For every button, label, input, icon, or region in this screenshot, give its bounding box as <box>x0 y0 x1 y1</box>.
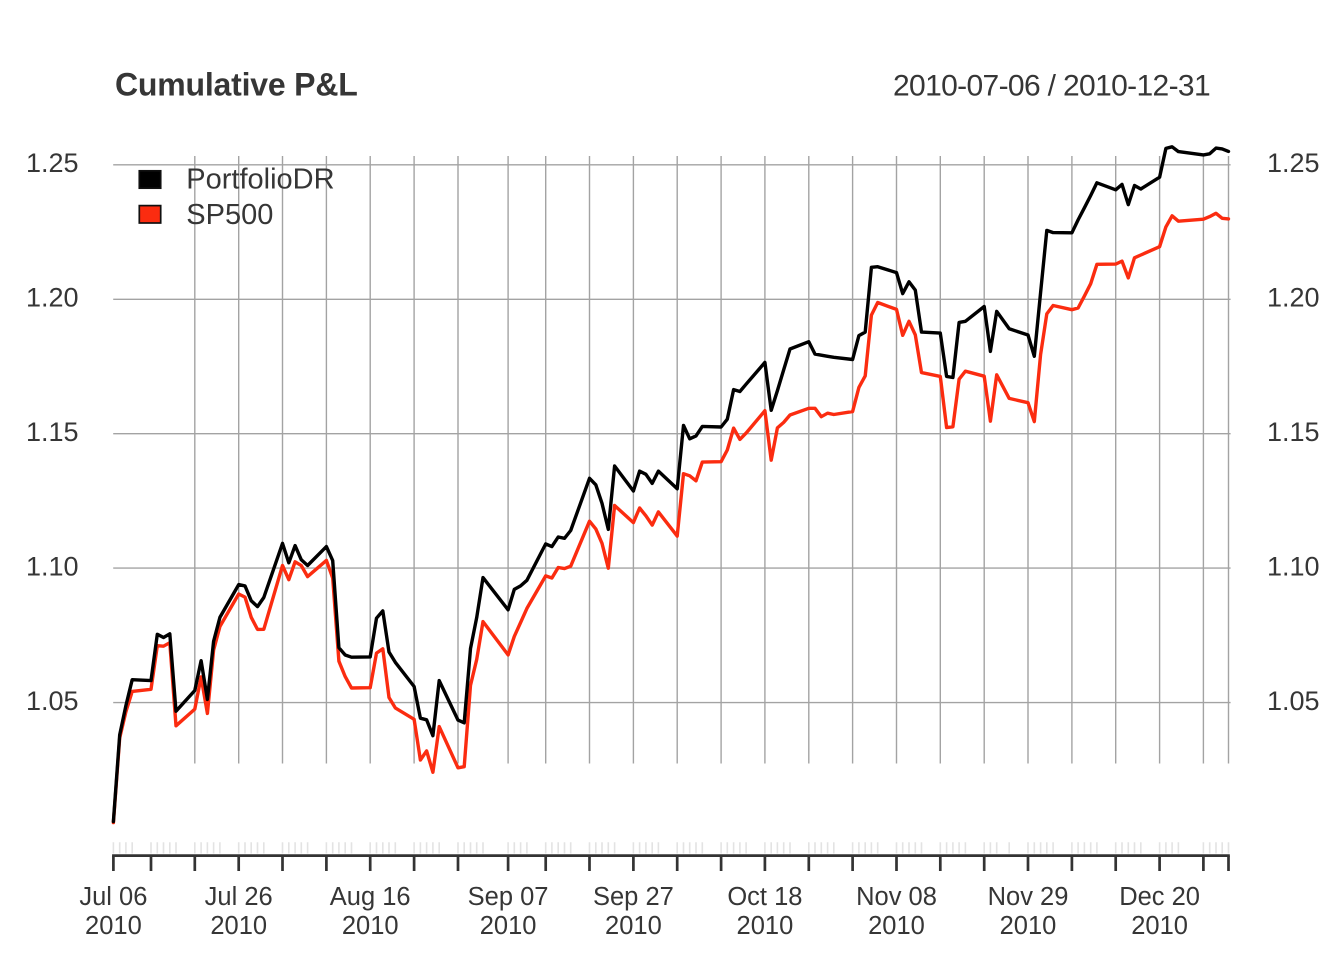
svg-text:Cumulative P&L: Cumulative P&L <box>115 67 358 103</box>
svg-text:1.05: 1.05 <box>26 686 79 716</box>
svg-text:1.15: 1.15 <box>26 417 79 447</box>
svg-text:Jul 06: Jul 06 <box>79 883 147 911</box>
svg-text:SP500: SP500 <box>186 199 273 231</box>
svg-text:2010: 2010 <box>85 912 142 940</box>
svg-text:2010: 2010 <box>480 912 537 940</box>
svg-text:2010-07-06 / 2010-12-31: 2010-07-06 / 2010-12-31 <box>893 70 1210 103</box>
svg-text:1.15: 1.15 <box>1267 417 1320 447</box>
svg-text:1.25: 1.25 <box>26 148 79 178</box>
svg-text:Jul 26: Jul 26 <box>205 883 273 911</box>
svg-text:2010: 2010 <box>1000 912 1057 940</box>
svg-text:1.05: 1.05 <box>1267 686 1320 716</box>
svg-text:Dec 20: Dec 20 <box>1119 883 1200 911</box>
svg-text:Nov 08: Nov 08 <box>856 883 937 911</box>
svg-text:2010: 2010 <box>1131 912 1188 940</box>
svg-text:PortfolioDR: PortfolioDR <box>186 164 334 196</box>
svg-text:2010: 2010 <box>868 912 925 940</box>
svg-text:1.10: 1.10 <box>1267 551 1320 581</box>
svg-text:2010: 2010 <box>737 912 794 940</box>
svg-text:2010: 2010 <box>605 912 662 940</box>
svg-text:2010: 2010 <box>342 912 399 940</box>
svg-text:Sep 27: Sep 27 <box>593 883 674 911</box>
svg-text:1.10: 1.10 <box>26 551 79 581</box>
svg-text:1.25: 1.25 <box>1267 148 1320 178</box>
svg-text:Oct 18: Oct 18 <box>727 883 802 911</box>
svg-text:1.20: 1.20 <box>26 283 79 313</box>
svg-text:Sep 07: Sep 07 <box>468 883 549 911</box>
svg-text:Nov 29: Nov 29 <box>988 883 1069 911</box>
svg-text:1.20: 1.20 <box>1267 283 1320 313</box>
svg-text:2010: 2010 <box>210 912 267 940</box>
svg-text:Aug 16: Aug 16 <box>330 883 411 911</box>
